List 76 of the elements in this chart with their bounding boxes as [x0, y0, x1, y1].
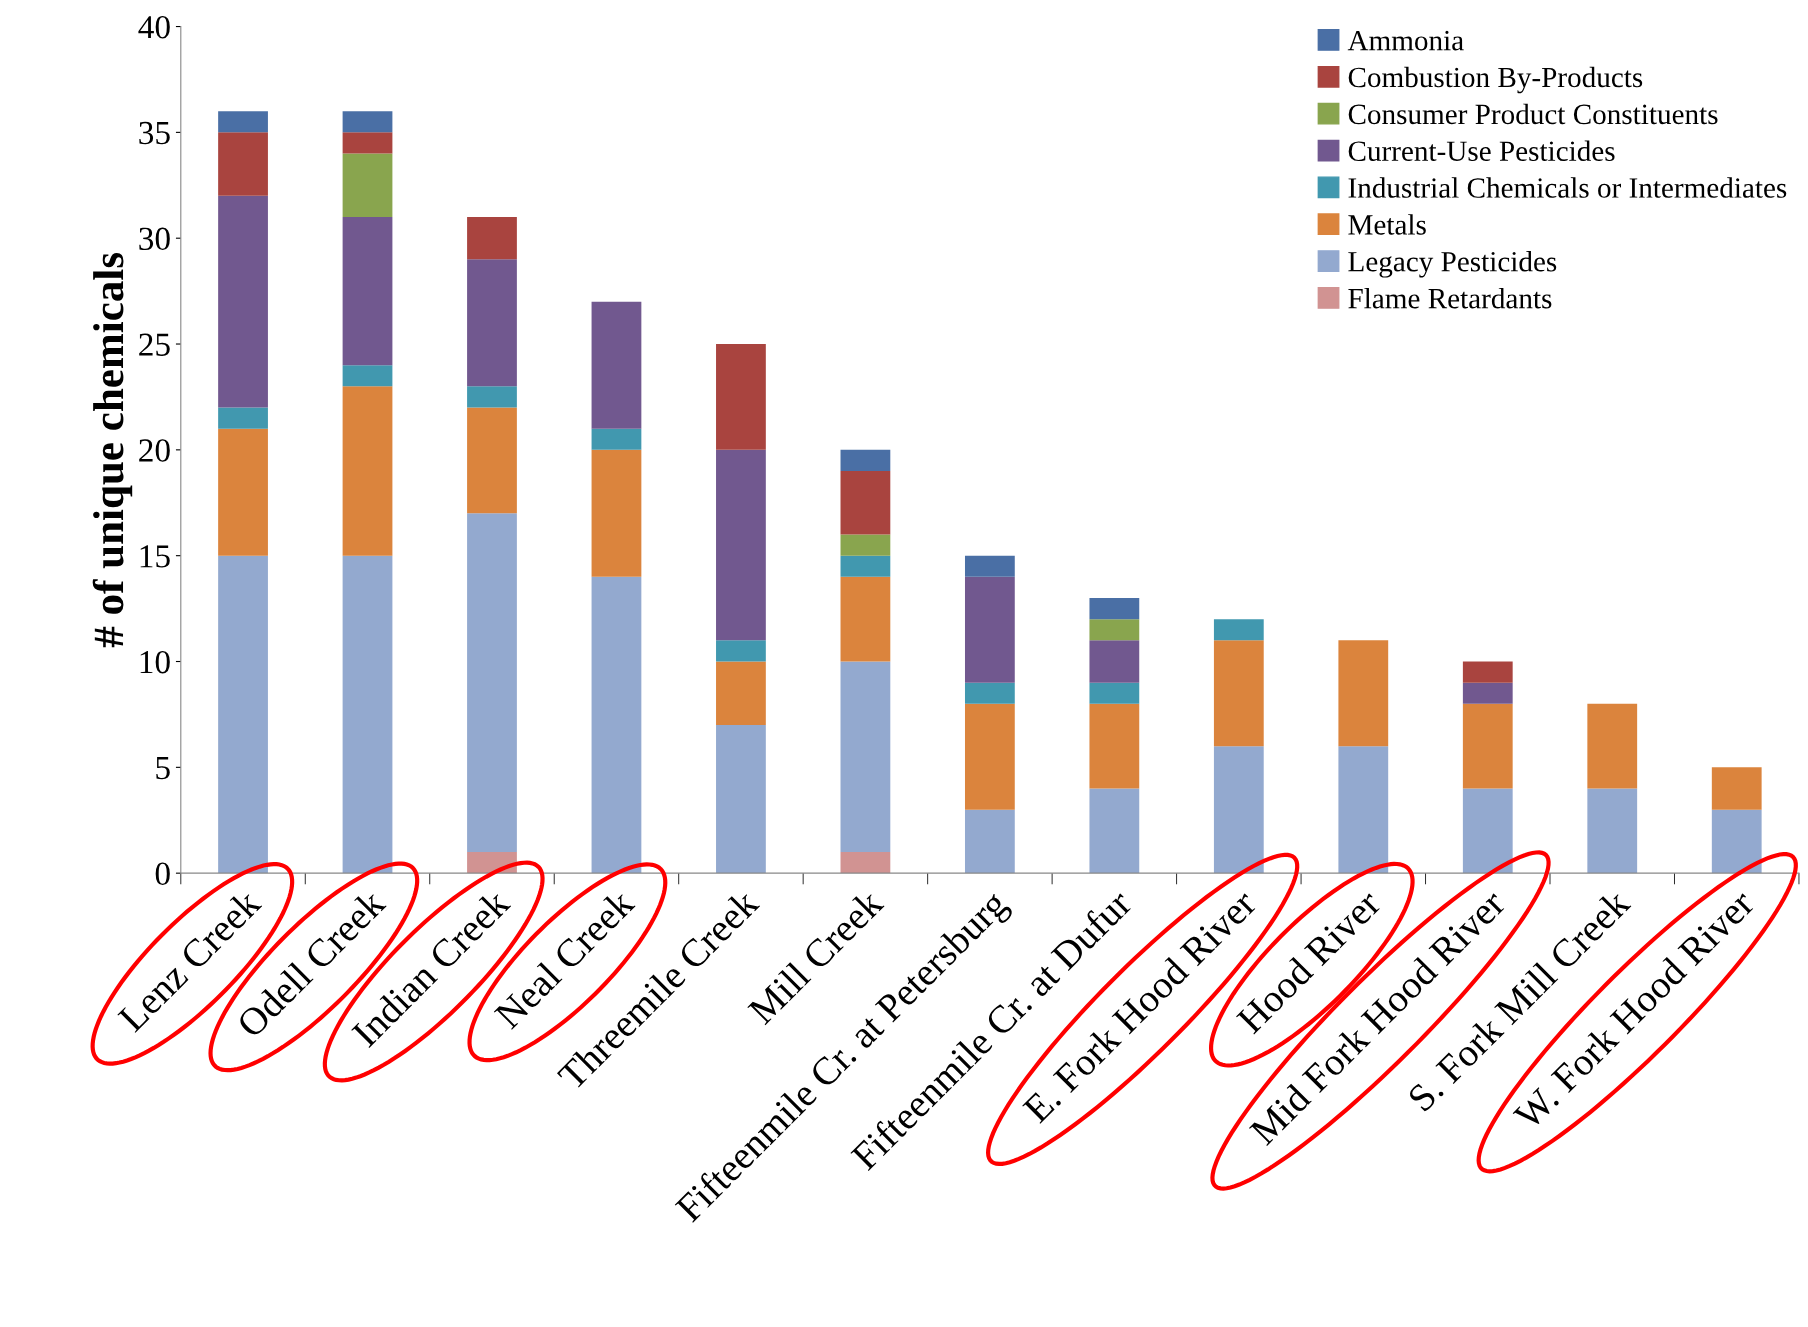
y-tick-label: 5: [156, 757, 170, 780]
bar: [218, 407, 268, 429]
bar: [716, 449, 766, 641]
legend-label: Industrial Chemicals or Intermediates: [1348, 177, 1787, 198]
bar: [716, 661, 766, 726]
bar: [1711, 809, 1762, 874]
y-tick-label: 10: [140, 650, 170, 674]
legend-label: Combustion By-Products: [1348, 66, 1643, 94]
bar: [840, 449, 891, 472]
bar: [840, 555, 891, 577]
bar: [1462, 682, 1513, 704]
bar: [467, 386, 517, 408]
bar: [218, 195, 268, 408]
bar: [1587, 703, 1638, 789]
bar: [1089, 788, 1140, 874]
bar: [716, 344, 766, 450]
bar: [1338, 640, 1389, 747]
bar: [964, 576, 1015, 683]
y-tick-label: 15: [140, 545, 170, 568]
bar: [716, 640, 766, 662]
bar: [840, 576, 891, 662]
bar: [964, 555, 1015, 577]
bar: [1587, 788, 1638, 874]
legend-label: Current-Use Pesticides: [1348, 140, 1615, 162]
bar: [467, 259, 517, 387]
legend-label: Consumer Product Constituents: [1348, 103, 1718, 125]
bar: [1089, 703, 1140, 789]
bar: [342, 132, 393, 154]
bar: [591, 449, 642, 577]
bar: [1462, 703, 1513, 789]
bar: [1338, 746, 1389, 874]
bar: [591, 301, 642, 429]
bar: [1213, 619, 1264, 641]
bar: [1213, 640, 1264, 747]
bar: [342, 555, 393, 874]
bar: [342, 111, 393, 133]
bar: [1089, 598, 1140, 620]
bar: [218, 555, 268, 874]
legend-label: Legacy Pesticides: [1348, 251, 1557, 278]
bar: [591, 428, 642, 450]
bar: [1462, 788, 1513, 874]
y-tick-label: 35: [139, 121, 170, 145]
bar: [342, 217, 393, 366]
y-tick-label: 25: [139, 333, 170, 356]
bar: [1462, 661, 1513, 683]
bar: [591, 576, 642, 874]
bar: [1089, 619, 1140, 641]
bar: [840, 852, 891, 874]
bar: [964, 809, 1015, 874]
bar: [716, 725, 766, 874]
bar: [467, 217, 517, 260]
bar: [840, 471, 891, 535]
bar: [467, 407, 517, 514]
bar: [342, 153, 393, 218]
bar: [1089, 640, 1140, 683]
bar: [964, 703, 1015, 810]
bar: [218, 132, 268, 196]
bar: [1089, 682, 1140, 704]
bar: [342, 365, 393, 387]
bar: [1213, 746, 1264, 874]
bar: [218, 428, 268, 556]
legend-label: Ammonia: [1347, 30, 1464, 51]
y-tick-label: 20: [139, 439, 170, 462]
legend-label: Metals: [1348, 214, 1426, 235]
y-tick-label: 30: [139, 227, 170, 251]
bar: [342, 386, 393, 556]
y-axis-title: # of unique chemicals: [92, 252, 133, 648]
bar: [1711, 767, 1762, 810]
bar: [964, 682, 1015, 704]
bar: [218, 111, 268, 133]
bar: [840, 661, 891, 852]
bar: [840, 534, 891, 556]
y-tick-label: 40: [138, 15, 170, 39]
legend-label: Flame Retardants: [1348, 287, 1552, 309]
bar: [467, 513, 517, 852]
y-tick-label: 0: [155, 862, 170, 886]
